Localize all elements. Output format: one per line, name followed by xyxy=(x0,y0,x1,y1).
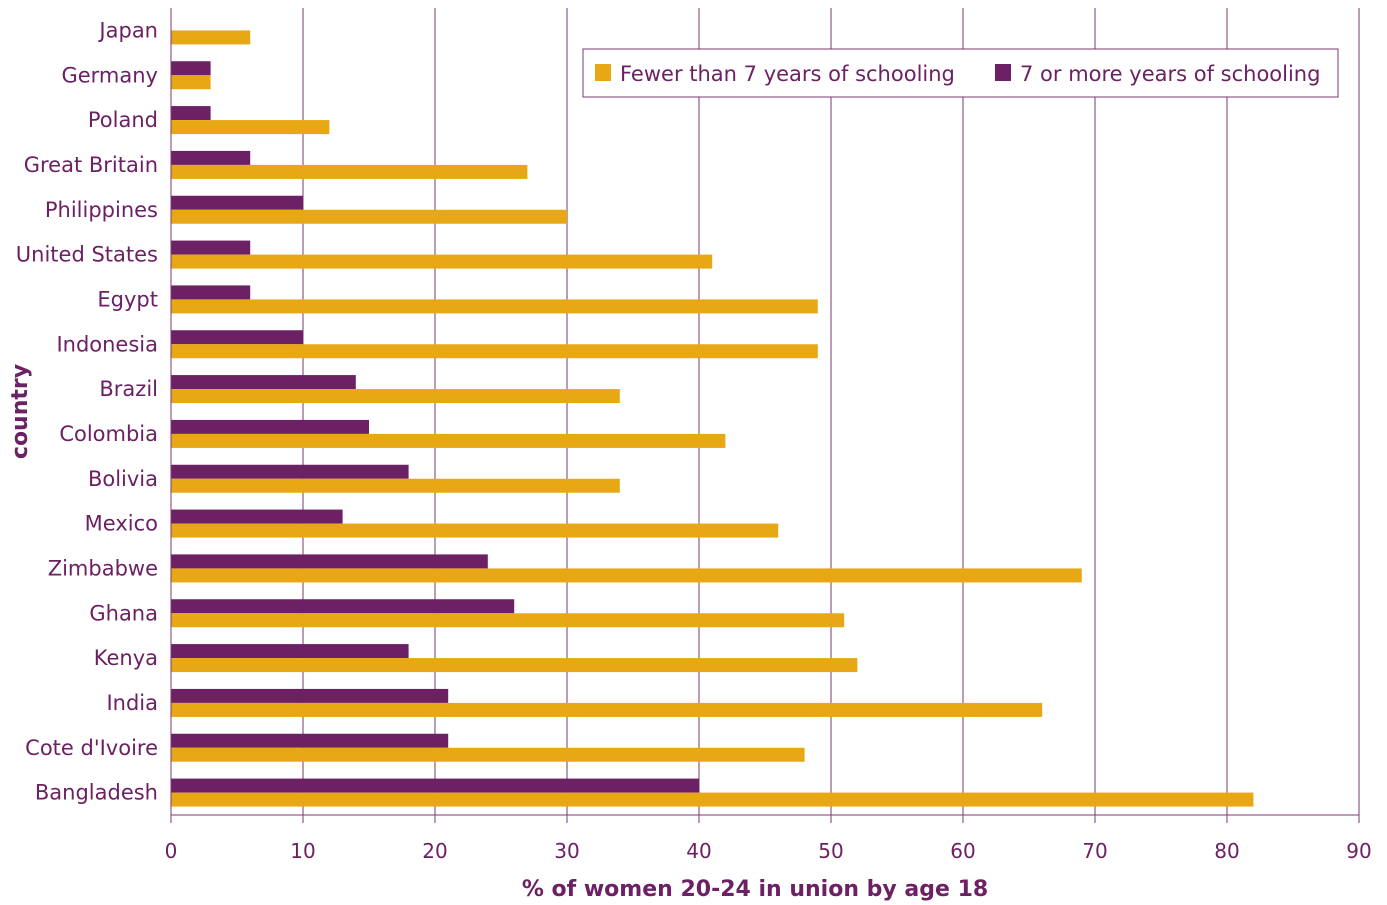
category-label: Cote d'Ivoire xyxy=(25,736,158,760)
bar-more-4 xyxy=(171,195,303,210)
bar-more-11 xyxy=(171,509,343,524)
bar-more-7 xyxy=(171,330,303,345)
x-tick-label: 10 xyxy=(290,839,315,863)
bar-fewer-16 xyxy=(171,747,805,762)
bar-fewer-10 xyxy=(171,478,620,493)
x-tick-label: 90 xyxy=(1346,839,1371,863)
bar-fewer-3 xyxy=(171,164,528,179)
bar-fewer-4 xyxy=(171,209,567,224)
category-label: Zimbabwe xyxy=(48,556,158,580)
category-label: India xyxy=(106,691,158,715)
bar-fewer-8 xyxy=(171,389,620,404)
bar-more-6 xyxy=(171,285,251,300)
category-label: Ghana xyxy=(89,601,158,625)
bar-fewer-6 xyxy=(171,299,818,314)
x-tick-label: 60 xyxy=(950,839,975,863)
bar-more-15 xyxy=(171,688,449,703)
legend: Fewer than 7 years of schooling 7 or mor… xyxy=(582,48,1339,98)
bar-fewer-14 xyxy=(171,658,858,673)
category-label: Poland xyxy=(88,108,158,132)
bar-more-17 xyxy=(171,778,699,793)
legend-label-more: 7 or more years of schooling xyxy=(1020,62,1320,86)
category-label: Indonesia xyxy=(56,332,158,356)
y-axis-title: country xyxy=(8,364,33,459)
bar-fewer-11 xyxy=(171,523,779,538)
bar-more-16 xyxy=(171,733,449,748)
x-tick-label: 80 xyxy=(1214,839,1239,863)
bars xyxy=(171,30,1254,807)
category-label: Colombia xyxy=(59,422,158,446)
x-tick-label: 30 xyxy=(554,839,579,863)
category-label: Philippines xyxy=(45,198,158,222)
x-tick-label: 70 xyxy=(1082,839,1107,863)
gridlines xyxy=(170,8,1360,823)
bar-more-1 xyxy=(171,61,211,76)
category-label: Kenya xyxy=(94,646,158,670)
category-label: Egypt xyxy=(97,287,158,311)
category-label: Great Britain xyxy=(24,153,158,177)
legend-swatch-fewer xyxy=(595,64,611,81)
bar-more-2 xyxy=(171,106,211,121)
bar-more-12 xyxy=(171,554,488,569)
category-label: Japan xyxy=(97,18,158,42)
bar-fewer-13 xyxy=(171,613,845,628)
bar-fewer-7 xyxy=(171,344,818,359)
bar-more-13 xyxy=(171,599,515,614)
bar-fewer-17 xyxy=(171,792,1254,807)
bar-more-10 xyxy=(171,464,409,479)
bar-fewer-9 xyxy=(171,433,726,448)
bar-more-9 xyxy=(171,419,369,434)
category-label: Brazil xyxy=(99,377,158,401)
legend-box xyxy=(582,48,1339,98)
category-label: Bangladesh xyxy=(35,781,158,805)
x-tick-label: 0 xyxy=(165,839,178,863)
bar-fewer-15 xyxy=(171,702,1043,717)
bar-fewer-1 xyxy=(171,75,211,90)
bar-more-14 xyxy=(171,644,409,659)
legend-label-fewer: Fewer than 7 years of schooling xyxy=(620,62,955,86)
x-axis-title: % of women 20-24 in union by age 18 xyxy=(522,877,988,902)
category-label: Bolivia xyxy=(88,467,158,491)
x-tick-label: 40 xyxy=(686,839,711,863)
category-labels: Japan Germany Poland Great Britain Philippin… xyxy=(16,18,158,804)
category-label: Germany xyxy=(61,63,158,87)
legend-swatch-more xyxy=(995,64,1011,81)
bar-fewer-2 xyxy=(171,120,330,135)
x-tick-label: 20 xyxy=(422,839,447,863)
bar-more-5 xyxy=(171,240,251,255)
x-tick-labels: 0 10 20 30 40 50 60 70 80 90 xyxy=(165,839,1372,863)
category-label: United States xyxy=(16,243,158,267)
bar-more-3 xyxy=(171,150,251,165)
axes xyxy=(170,8,1359,816)
bar-more-8 xyxy=(171,375,356,390)
bar-fewer-0 xyxy=(171,30,251,45)
bar-fewer-12 xyxy=(171,568,1082,583)
category-label: Mexico xyxy=(85,512,158,536)
bar-fewer-5 xyxy=(171,254,713,269)
x-tick-label: 50 xyxy=(818,839,843,863)
